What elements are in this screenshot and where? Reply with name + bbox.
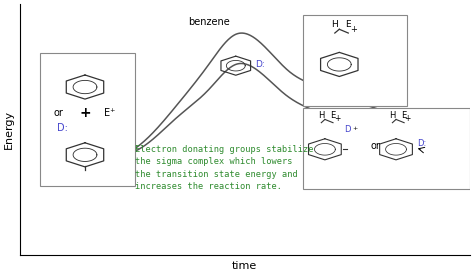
Text: or: or: [53, 108, 63, 119]
Text: H: H: [318, 111, 325, 120]
X-axis label: time: time: [232, 261, 257, 271]
Text: Electron donating groups stabilize
the sigma complex which lowers
the transition: Electron donating groups stabilize the s…: [135, 145, 313, 191]
Text: +: +: [350, 25, 357, 34]
Text: +: +: [334, 114, 341, 123]
Text: D: D: [344, 125, 351, 134]
Text: H: H: [389, 111, 396, 120]
Text: D:: D:: [417, 139, 426, 148]
Text: E: E: [346, 20, 351, 29]
Text: D:: D:: [255, 60, 264, 69]
Text: or: or: [370, 141, 380, 151]
Text: D:: D:: [57, 123, 68, 133]
Text: H: H: [331, 20, 338, 29]
FancyBboxPatch shape: [303, 15, 407, 106]
Text: +: +: [352, 126, 357, 131]
Text: E⁺: E⁺: [104, 108, 116, 119]
FancyBboxPatch shape: [40, 53, 135, 186]
Text: +: +: [79, 106, 91, 120]
Text: E: E: [401, 111, 407, 120]
Text: E: E: [330, 111, 336, 120]
Y-axis label: Energy: Energy: [4, 110, 14, 149]
FancyBboxPatch shape: [303, 108, 470, 189]
Text: +: +: [404, 114, 411, 123]
Text: benzene: benzene: [188, 17, 229, 27]
